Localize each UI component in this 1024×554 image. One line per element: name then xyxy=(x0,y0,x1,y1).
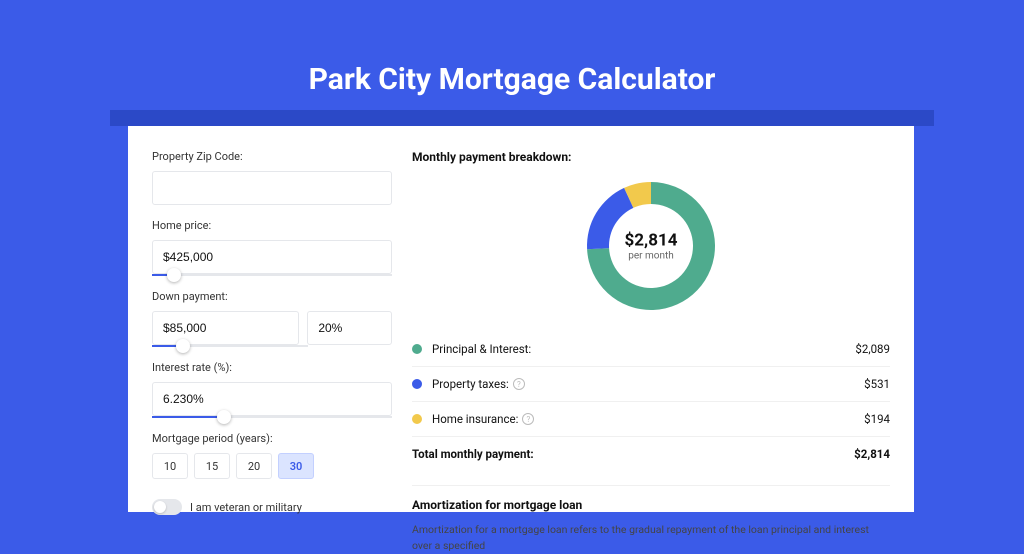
page-title: Park City Mortgage Calculator xyxy=(0,0,1024,115)
breakdown-label: Property taxes: ? xyxy=(432,377,864,391)
breakdown-value: $194 xyxy=(864,412,890,426)
interest-rate-input[interactable] xyxy=(152,382,392,416)
home-price-slider[interactable] xyxy=(152,274,392,276)
help-icon[interactable]: ? xyxy=(522,413,534,425)
legend-dot xyxy=(412,344,422,354)
amortization-text: Amortization for a mortgage loan refers … xyxy=(412,522,890,554)
veteran-toggle[interactable] xyxy=(152,499,182,515)
amortization-title: Amortization for mortgage loan xyxy=(412,485,890,512)
donut-sub: per month xyxy=(625,251,678,262)
interest-rate-slider[interactable] xyxy=(152,416,392,418)
period-btn-10[interactable]: 10 xyxy=(152,453,188,479)
breakdown-label: Home insurance: ? xyxy=(432,412,864,426)
zip-input[interactable] xyxy=(152,171,392,205)
breakdown-value: $2,089 xyxy=(855,342,890,356)
home-price-label: Home price: xyxy=(152,219,392,232)
down-payment-input[interactable] xyxy=(152,311,299,345)
breakdown-row: Principal & Interest:$2,089 xyxy=(412,332,890,366)
total-value: $2,814 xyxy=(854,447,890,461)
period-btn-30[interactable]: 30 xyxy=(278,453,314,479)
breakdown-column: Monthly payment breakdown: $2,814 per mo… xyxy=(412,150,890,512)
period-buttons: 10152030 xyxy=(152,453,392,479)
breakdown-title: Monthly payment breakdown: xyxy=(412,150,890,164)
help-icon[interactable]: ? xyxy=(513,378,525,390)
zip-label: Property Zip Code: xyxy=(152,150,392,163)
breakdown-row: Property taxes: ?$531 xyxy=(412,366,890,401)
total-row: Total monthly payment: $2,814 xyxy=(412,436,890,471)
down-payment-pct-input[interactable] xyxy=(307,311,392,345)
down-payment-label: Down payment: xyxy=(152,290,392,303)
calculator-card: Property Zip Code: Home price: Down paym… xyxy=(128,126,914,512)
legend-dot xyxy=(412,414,422,424)
total-label: Total monthly payment: xyxy=(412,447,854,461)
legend-dot xyxy=(412,379,422,389)
period-label: Mortgage period (years): xyxy=(152,432,392,445)
form-column: Property Zip Code: Home price: Down paym… xyxy=(152,150,392,512)
down-payment-slider[interactable] xyxy=(152,345,308,347)
interest-rate-label: Interest rate (%): xyxy=(152,361,392,374)
payment-donut: $2,814 per month xyxy=(581,176,721,316)
period-btn-20[interactable]: 20 xyxy=(236,453,272,479)
breakdown-items: Principal & Interest:$2,089Property taxe… xyxy=(412,332,890,436)
breakdown-row: Home insurance: ?$194 xyxy=(412,401,890,436)
breakdown-value: $531 xyxy=(864,377,890,391)
home-price-input[interactable] xyxy=(152,240,392,274)
donut-amount: $2,814 xyxy=(625,231,678,251)
breakdown-label: Principal & Interest: xyxy=(432,342,855,356)
card-shadow xyxy=(110,110,934,126)
period-btn-15[interactable]: 15 xyxy=(194,453,230,479)
